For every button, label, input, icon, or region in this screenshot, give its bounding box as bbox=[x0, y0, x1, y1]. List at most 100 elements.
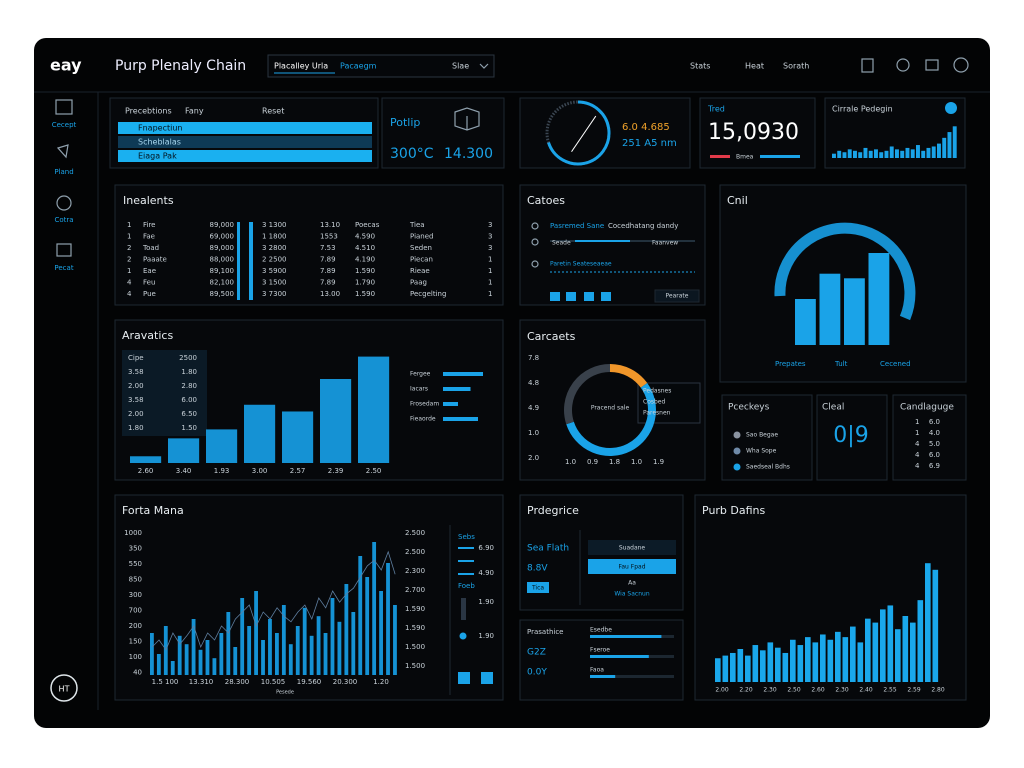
bar bbox=[219, 633, 224, 675]
y-axis-label: 2.300 bbox=[405, 567, 425, 575]
icon bbox=[531, 260, 539, 268]
table-cell: 69,000 bbox=[210, 233, 235, 241]
button[interactable] bbox=[654, 289, 700, 303]
button[interactable] bbox=[458, 672, 470, 684]
table-cell: 4 bbox=[915, 462, 920, 470]
bar bbox=[386, 563, 390, 675]
table-cell: Feu bbox=[143, 279, 155, 287]
table-cell: 88,000 bbox=[210, 256, 235, 264]
value: G2Z bbox=[527, 648, 546, 658]
y-axis-label: 700 bbox=[129, 607, 142, 615]
bar bbox=[889, 146, 894, 158]
button-label: Suadane bbox=[619, 545, 646, 552]
bar bbox=[917, 600, 924, 682]
tool-button[interactable] bbox=[566, 292, 576, 301]
panel bbox=[114, 184, 504, 306]
panel-title: Cleal bbox=[822, 403, 844, 413]
caption: Bmea bbox=[736, 154, 754, 161]
row-highlight[interactable] bbox=[118, 122, 372, 134]
table-cell: 4 bbox=[127, 290, 132, 298]
bar bbox=[775, 647, 781, 682]
nav-item[interactable]: Cecept bbox=[52, 121, 77, 129]
button[interactable] bbox=[481, 672, 493, 684]
donut-segment bbox=[564, 364, 611, 425]
legend-label: Saedseal Bdhs bbox=[746, 464, 790, 471]
bar bbox=[316, 616, 321, 675]
bar bbox=[358, 556, 363, 675]
tool-button[interactable] bbox=[550, 292, 560, 301]
bar bbox=[847, 149, 852, 158]
icon[interactable] bbox=[56, 195, 72, 211]
row-label: Scheblalas bbox=[138, 138, 181, 147]
tool-button[interactable] bbox=[584, 292, 594, 301]
icon[interactable] bbox=[896, 58, 910, 72]
panel-title: Cnil bbox=[727, 194, 748, 207]
button[interactable] bbox=[588, 559, 676, 574]
table-cell: 1 bbox=[488, 290, 492, 298]
nav-item[interactable]: Cotra bbox=[54, 216, 73, 224]
tool-button[interactable] bbox=[601, 292, 611, 301]
bar bbox=[244, 404, 276, 463]
table-cell: Piecan bbox=[410, 256, 433, 264]
icon[interactable] bbox=[55, 99, 73, 115]
slider-knob[interactable] bbox=[459, 632, 467, 640]
tag[interactable] bbox=[527, 582, 549, 593]
tab[interactable]: Placalley Urla bbox=[274, 62, 328, 71]
icon[interactable] bbox=[56, 144, 69, 159]
table-cell: 1 bbox=[488, 267, 492, 275]
bar bbox=[205, 640, 210, 675]
label: Sea Flath bbox=[527, 544, 569, 554]
nav-item[interactable]: Pland bbox=[54, 168, 73, 176]
note: Aa bbox=[628, 580, 636, 587]
bar bbox=[590, 635, 662, 638]
icon[interactable] bbox=[861, 58, 874, 73]
tab[interactable]: Pacaegm bbox=[340, 62, 377, 71]
row-highlight[interactable] bbox=[118, 150, 372, 162]
nav-link[interactable]: Heat bbox=[745, 62, 764, 71]
table-cell: 1 bbox=[127, 267, 131, 275]
logo: eay bbox=[50, 56, 82, 75]
bar bbox=[853, 150, 857, 158]
x-tick-label: 28.300 bbox=[225, 678, 250, 686]
table-cell: Pecgelting bbox=[410, 290, 446, 298]
value: 0.0Y bbox=[527, 668, 547, 678]
table-cell: 1 bbox=[488, 279, 492, 287]
icon[interactable] bbox=[925, 59, 939, 71]
icon[interactable] bbox=[56, 243, 72, 257]
select[interactable]: Slae bbox=[452, 62, 469, 71]
slider[interactable] bbox=[461, 598, 466, 620]
legend-bar bbox=[443, 417, 478, 421]
bar-label: Esedbe bbox=[590, 627, 612, 634]
table-cell: 2.00 bbox=[128, 410, 144, 418]
bar bbox=[288, 644, 293, 675]
bar bbox=[952, 126, 957, 158]
y-axis-label: 300 bbox=[129, 591, 142, 599]
button[interactable] bbox=[588, 540, 676, 555]
bar bbox=[868, 150, 873, 158]
icon[interactable] bbox=[953, 57, 969, 73]
table-cell: 82,100 bbox=[210, 279, 235, 287]
row-highlight[interactable] bbox=[118, 136, 372, 148]
table-cell: 3 1300 bbox=[262, 221, 287, 229]
axis-label: 7.8 bbox=[528, 354, 539, 362]
badge[interactable] bbox=[945, 102, 957, 114]
table-cell: 1.590 bbox=[355, 267, 375, 275]
nav-link[interactable]: Stats bbox=[690, 62, 710, 71]
table-cell: 1.590 bbox=[355, 290, 375, 298]
nav-item[interactable]: Pecat bbox=[54, 264, 73, 272]
table-cell: 3.58 bbox=[128, 368, 144, 376]
bar bbox=[942, 137, 947, 158]
table-cell: Paaate bbox=[143, 256, 167, 264]
table-cell: 7.53 bbox=[320, 244, 336, 252]
bar bbox=[372, 542, 377, 675]
legend-label: Wha Sope bbox=[746, 448, 777, 455]
bar bbox=[281, 605, 286, 675]
panel-title: Potlip bbox=[390, 116, 420, 129]
control-label: 1.90 bbox=[478, 598, 494, 606]
table-cell: Pianed bbox=[410, 233, 434, 241]
avatar[interactable] bbox=[50, 674, 78, 702]
nav-link[interactable]: Sorath bbox=[783, 62, 809, 71]
bar bbox=[191, 619, 196, 675]
table-cell: 2.00 bbox=[128, 382, 144, 390]
sidebar: Cecept Pland Cotra Pecat HT bbox=[50, 99, 78, 702]
